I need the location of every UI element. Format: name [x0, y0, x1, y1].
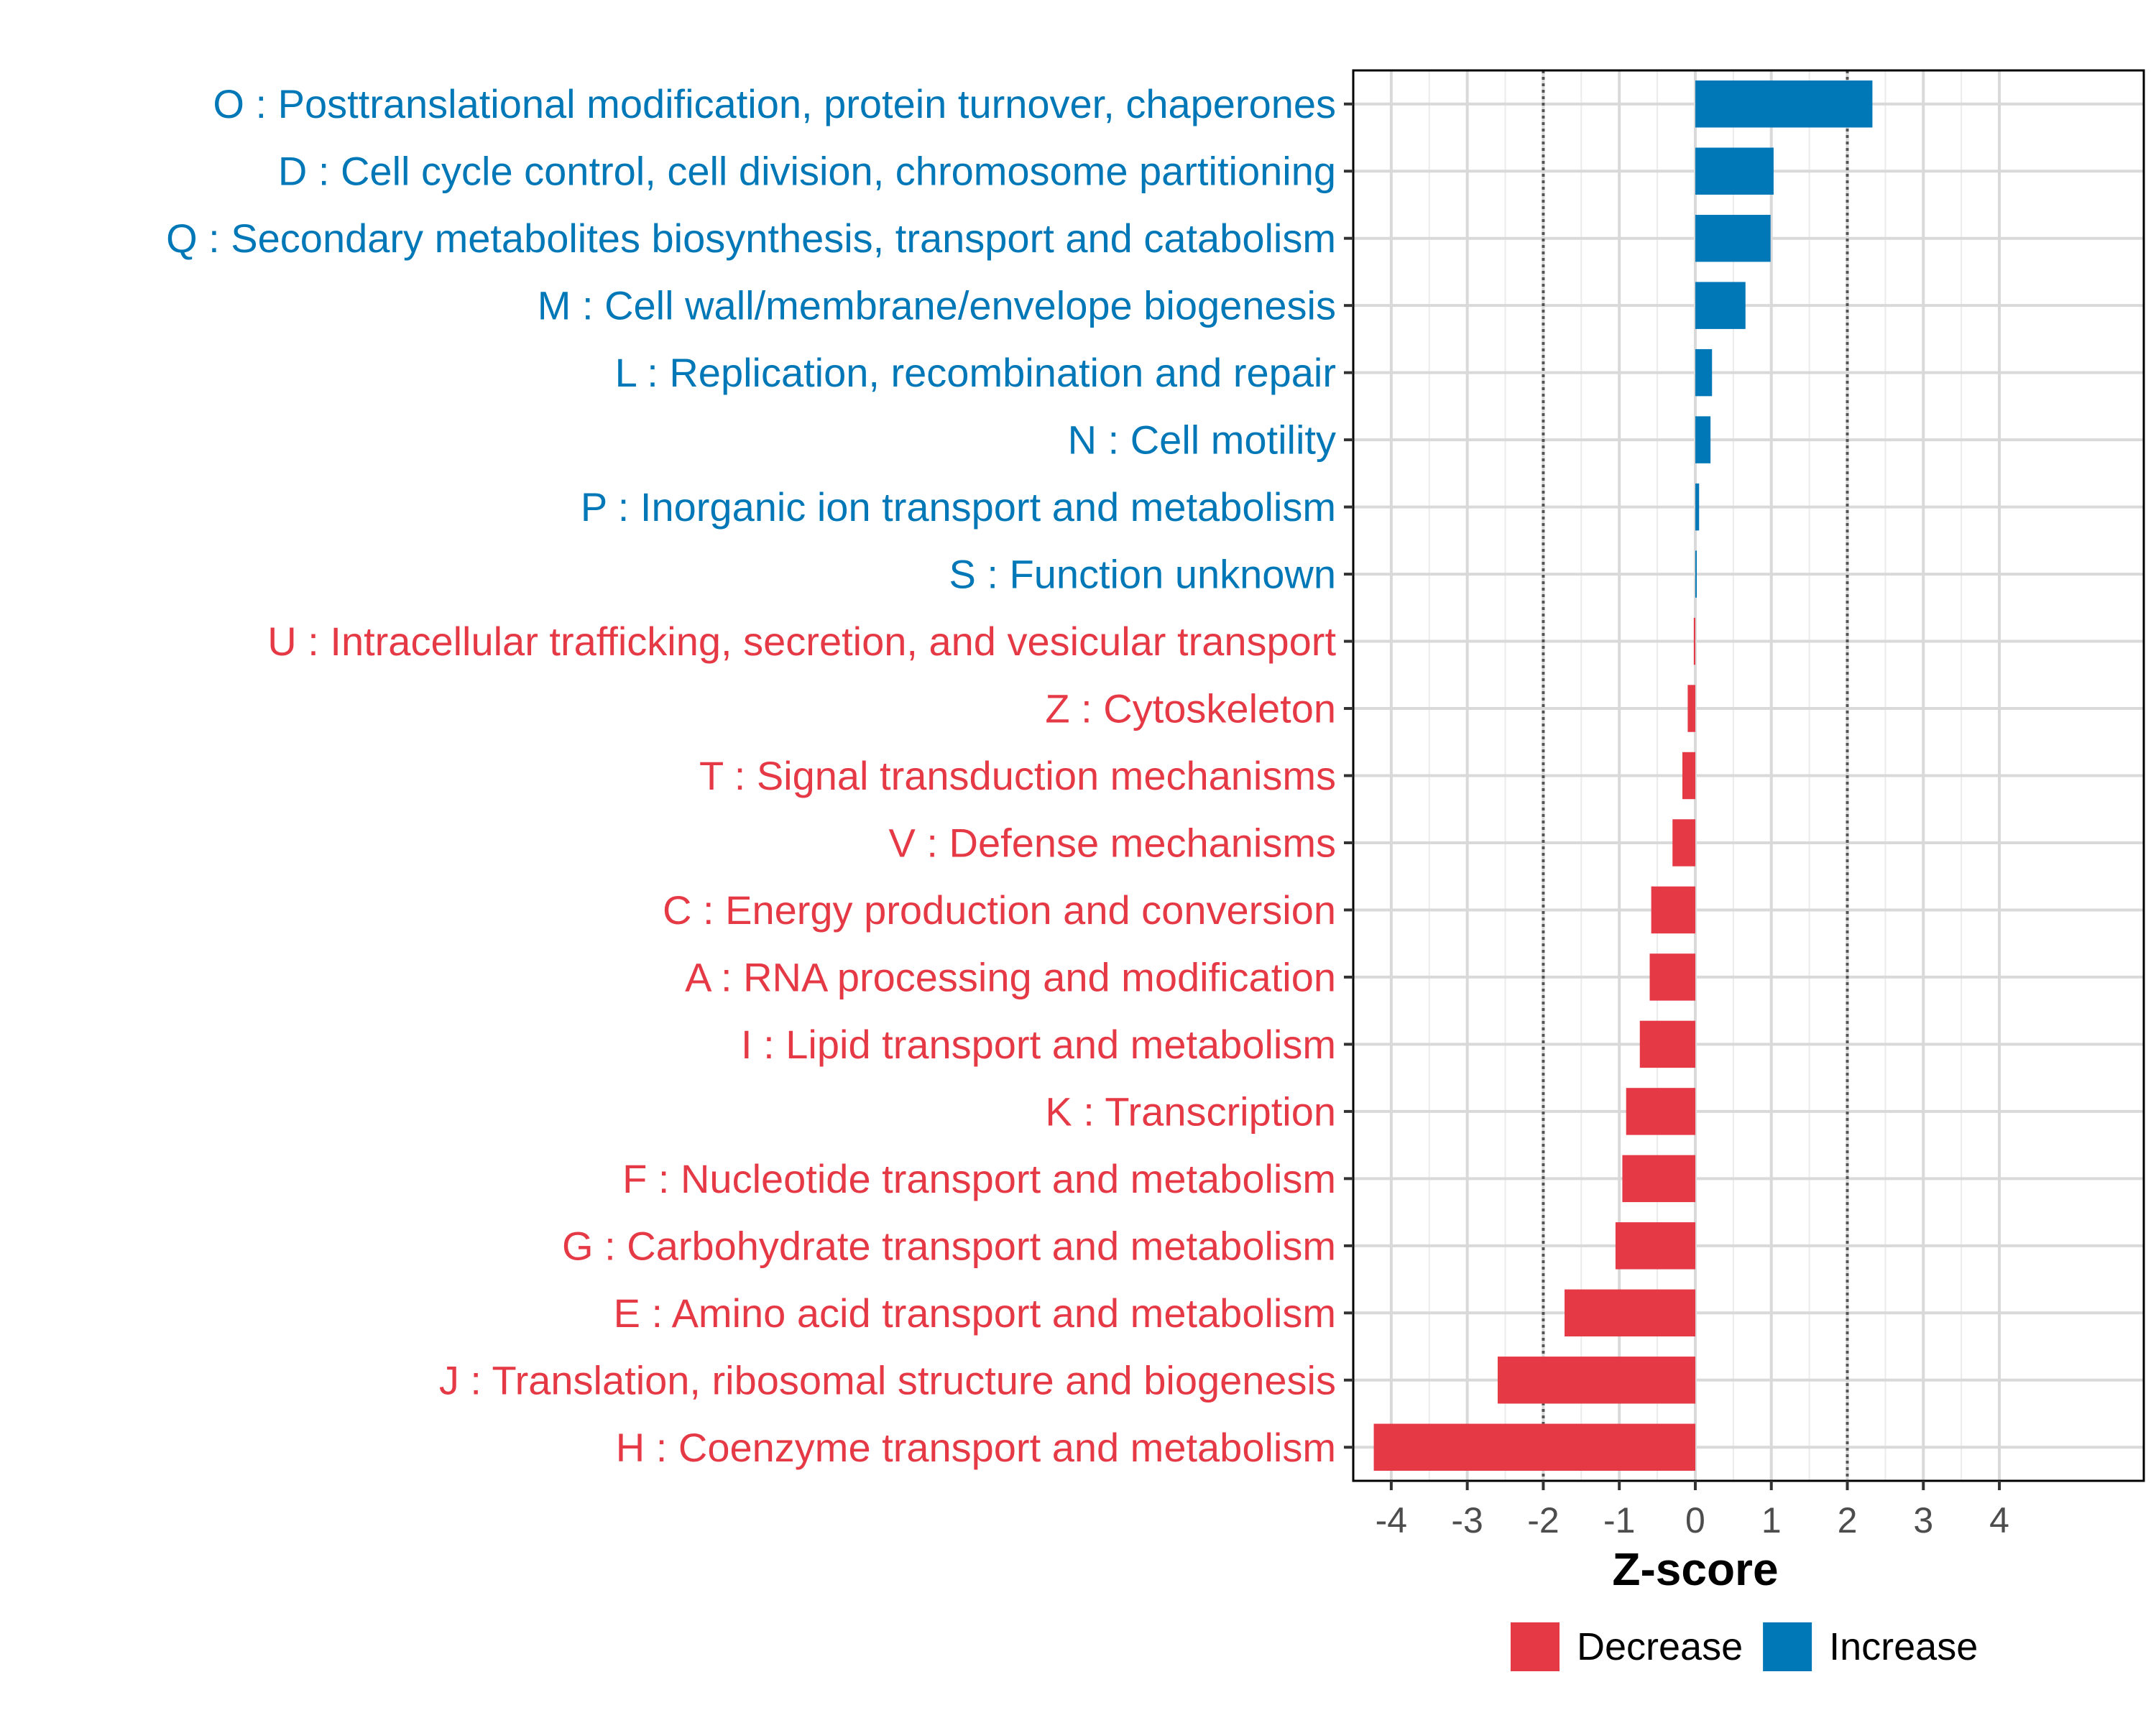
- x-axis-title: Z-score: [1612, 1543, 1778, 1595]
- x-tick-label: -4: [1376, 1500, 1407, 1540]
- bar: [1622, 1155, 1695, 1203]
- bar: [1651, 886, 1695, 934]
- bar: [1682, 752, 1695, 800]
- x-tick-label: -1: [1603, 1500, 1635, 1540]
- category-label: F : Nucleotide transport and metabolism: [622, 1156, 1336, 1201]
- category-label: V : Defense mechanisms: [889, 820, 1336, 865]
- category-label: J : Translation, ribosomal structure and…: [439, 1357, 1336, 1403]
- bar: [1626, 1088, 1695, 1135]
- grid-layer: [1353, 70, 2144, 1481]
- category-label: Z : Cytoskeleton: [1045, 686, 1336, 731]
- category-label: A : RNA processing and modification: [685, 954, 1336, 999]
- bar: [1695, 416, 1711, 463]
- category-label: L : Replication, recombination and repai…: [615, 350, 1336, 395]
- bar: [1695, 80, 1873, 128]
- category-label: M : Cell wall/membrane/envelope biogenes…: [538, 283, 1336, 328]
- bar: [1695, 214, 1771, 262]
- legend-label: Increase: [1829, 1625, 1978, 1668]
- x-axis-ticks: -4 -3 -2 -1 0 1 2 3 4: [1376, 1481, 2009, 1540]
- category-labels: O : Posttranslational modification, prot…: [166, 81, 1336, 1470]
- x-tick-label: 0: [1685, 1500, 1705, 1540]
- category-label: H : Coenzyme transport and metabolism: [616, 1425, 1336, 1470]
- bar: [1695, 147, 1774, 195]
- category-label: U : Intracellular trafficking, secretion…: [267, 619, 1336, 664]
- bar: [1695, 282, 1746, 329]
- x-tick-label: 3: [1913, 1500, 1933, 1540]
- category-label: K : Transcription: [1045, 1089, 1336, 1134]
- category-label: O : Posttranslational modification, prot…: [213, 81, 1336, 126]
- bar: [1695, 550, 1697, 598]
- category-label: E : Amino acid transport and metabolism: [614, 1290, 1336, 1336]
- category-label: I : Lipid transport and metabolism: [741, 1022, 1336, 1067]
- bar: [1565, 1289, 1695, 1337]
- bar: [1615, 1222, 1695, 1270]
- category-label: P : Inorganic ion transport and metaboli…: [581, 484, 1336, 530]
- category-label: D : Cell cycle control, cell division, c…: [278, 149, 1336, 194]
- reference-lines: [1542, 70, 1849, 1481]
- bars: [1373, 80, 1873, 1471]
- category-label: C : Energy production and conversion: [663, 887, 1336, 933]
- bar: [1687, 685, 1695, 732]
- bar: [1497, 1357, 1695, 1404]
- bar: [1672, 819, 1695, 867]
- bar: [1693, 617, 1695, 665]
- legend-swatch: [1763, 1622, 1812, 1671]
- bar: [1695, 483, 1700, 531]
- bar: [1373, 1423, 1695, 1471]
- x-tick-label: 2: [1838, 1500, 1858, 1540]
- category-label: Q : Secondary metabolites biosynthesis, …: [166, 216, 1336, 261]
- x-tick-label: 1: [1761, 1500, 1782, 1540]
- x-tick-label: 4: [1989, 1500, 2009, 1540]
- category-label: N : Cell motility: [1068, 417, 1336, 463]
- bar: [1639, 1020, 1695, 1068]
- bar: [1695, 348, 1713, 397]
- x-tick-label: -2: [1527, 1500, 1559, 1540]
- y-axis-ticks: [1344, 102, 1353, 1449]
- legend-swatch: [1511, 1622, 1560, 1671]
- category-label: S : Function unknown: [949, 552, 1336, 597]
- category-label: G : Carbohydrate transport and metabolis…: [562, 1223, 1336, 1268]
- category-label: T : Signal transduction mechanisms: [699, 753, 1336, 798]
- x-tick-label: -3: [1451, 1500, 1483, 1540]
- legend: Decrease Increase: [1511, 1622, 1978, 1671]
- bar: [1649, 953, 1695, 1001]
- legend-label: Decrease: [1577, 1625, 1743, 1668]
